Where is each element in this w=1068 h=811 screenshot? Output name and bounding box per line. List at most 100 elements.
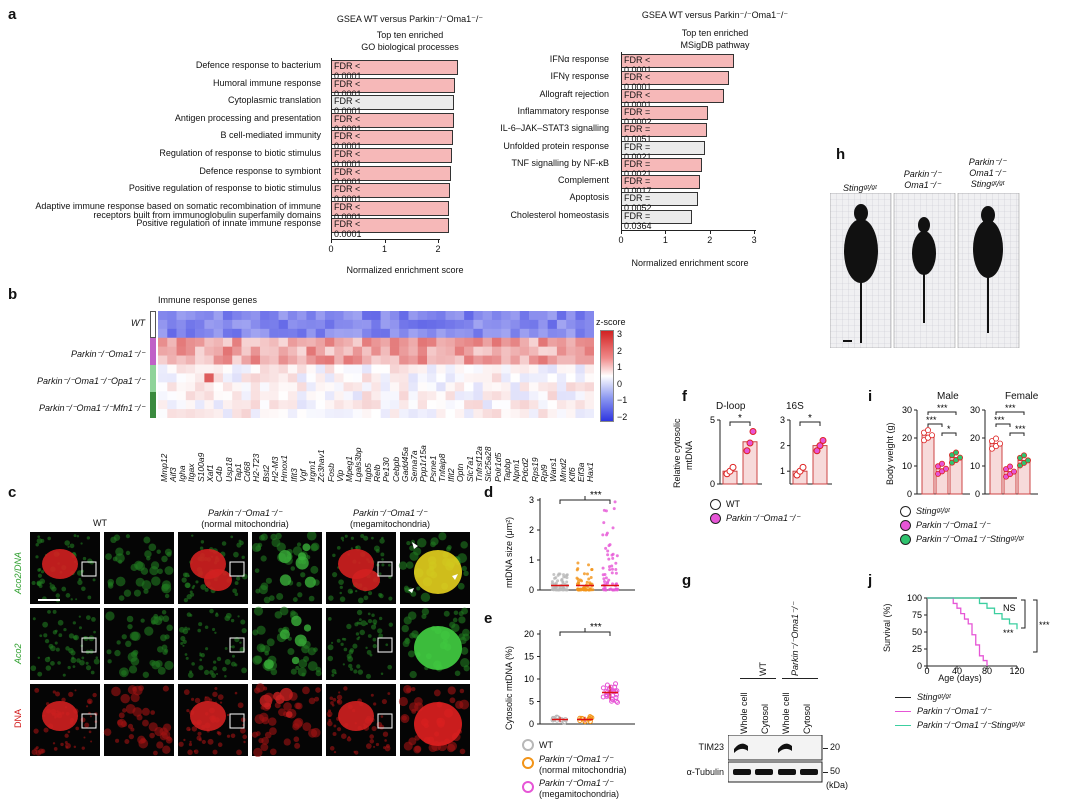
heatmap-cell [482,311,493,321]
micrograph-speck [115,553,125,563]
heatmap-cell [556,400,567,410]
gsea-tick-label: 0 [328,244,334,254]
heatmap-cell [185,346,196,356]
micrograph-tile [398,684,470,756]
data-point [562,586,566,590]
data-point [585,580,589,584]
micrograph-tile [178,608,248,680]
micrograph-speck [85,615,91,620]
data-point [552,572,556,576]
sig-bracket [927,411,957,415]
heatmap-cell [260,346,270,356]
heatmap-cell [204,346,214,356]
heatmap-cell [427,400,437,410]
micrograph-speck [162,723,172,732]
arrowhead [408,588,414,593]
heatmap-cell [362,328,372,339]
data-point [580,587,584,591]
micrograph-speck [430,541,436,548]
micrograph-speck [178,741,184,747]
heatmap-cell [334,319,344,330]
gsea-fdr-label: FDR < 0.0001 [334,131,362,152]
heatmap-cell [519,311,530,321]
micrograph-speck [398,561,408,570]
heatmap-cell [297,382,307,392]
data-point [602,577,606,581]
mito-blob [291,656,300,665]
micrograph-speck [86,698,93,705]
panel-j-letter: j [868,572,873,589]
heatmap-cell [473,364,483,374]
micrograph-speck [116,640,121,645]
micrograph-speck [408,737,417,746]
heatmap-cell [547,346,558,356]
micrograph-speck [224,646,228,650]
band-label-tim23: TIM23 [698,742,724,752]
micrograph-speck [105,611,115,621]
heatmap-cell [278,373,289,383]
micrograph-speck [230,535,234,539]
heatmap-cell [195,319,205,330]
heatmap-cell [427,328,437,339]
heatmap-cell [427,311,437,321]
heatmap-cell [371,337,381,347]
heatmap-cell [436,391,446,401]
micrograph-speck [366,649,372,655]
heatmap-cell [158,346,168,356]
heatmap-cell [204,328,214,339]
heatmap-cell [399,391,409,401]
heatmap-cell [445,409,456,418]
data-point [601,566,605,570]
micrograph-speck [188,742,193,747]
micrograph-speck [346,653,352,659]
micrograph-speck [232,588,238,594]
heatmap-cell [324,355,335,365]
colorbar-title: z-score [596,317,626,327]
micrograph-speck [328,595,334,601]
heatmap-cell [260,311,270,321]
heatmap-cell [575,391,586,401]
heatmap-cell [176,328,187,339]
heatmap-cell [575,355,586,365]
bar [921,434,935,495]
heatmap-cell [167,346,177,356]
micrograph-speck [455,700,464,710]
heatmap-cell [297,328,307,339]
micrograph-speck [199,546,204,550]
gsea-tick [438,239,439,243]
heatmap-cell [269,391,279,401]
heatmap-cell [519,364,530,374]
heatmap-cell [482,391,493,401]
heatmap-cell [362,391,372,401]
micrograph-speck [255,731,261,737]
micrograph-speck [371,725,377,732]
micrograph-speck [360,534,365,539]
heatmap-cell [519,382,530,392]
heatmap-cell [473,409,483,418]
micrograph-speck [197,628,202,633]
heatmap-cell [306,391,317,401]
panel-e-letter: e [484,610,493,627]
micrograph-speck [162,745,171,754]
micrograph-speck [144,626,154,636]
heatmap-cell [566,311,576,321]
sig-label: NS [1003,603,1016,613]
micrograph-speck [409,545,415,551]
sig-label: *** [937,403,948,413]
heatmap-cell [269,400,279,410]
heatmap-cell [399,364,409,374]
micrograph-speck [199,658,203,662]
data-point [611,582,615,586]
micrograph-speck [67,665,71,670]
heatmap-cell [538,409,548,418]
survival-xlabel: Age (days) [938,673,982,683]
marker-tick-20 [823,748,828,749]
micrograph-tile [398,532,470,604]
heatmap-cell [324,328,335,339]
micrograph-speck [336,699,343,705]
data-point [613,681,619,687]
micrograph-speck [460,658,470,668]
micrograph-speck [36,580,42,586]
heatmap-cell [158,364,168,374]
heatmap-cell [352,346,363,356]
